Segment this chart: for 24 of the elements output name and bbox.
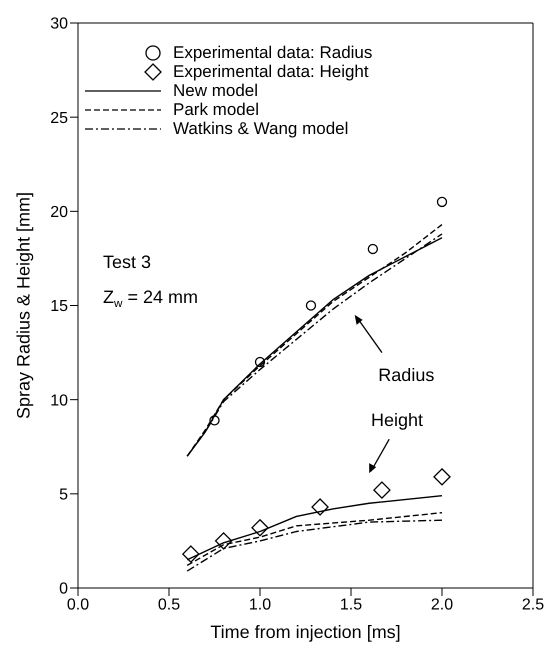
y-tick-label: 20 [50,204,68,222]
legend-label: Watkins & Wang model [173,119,348,138]
annotation: Z$_{w}$ = 24 mm [103,287,198,310]
annotation: Test 3 [103,252,152,272]
x-tick-label: 1.0 [248,596,272,614]
y-tick-label: 25 [50,110,68,127]
legend-label: Experimental data: Height [173,62,369,81]
y-tick-label: 5 [59,486,68,504]
y-tick-label: 10 [50,392,68,410]
y-tick-label: 30 [50,16,68,33]
y-axis-title: Spray Radius & Height [mm] [13,192,34,420]
x-axis-title: Time from injection [ms] [210,622,401,642]
legend-label: Park model [173,100,259,119]
legend-label: New model [173,81,258,100]
x-tick-label: 0.0 [66,596,90,614]
x-tick-label: 2.5 [522,596,544,614]
legend-label: Experimental data: Radius [173,43,372,62]
y-tick-label: 15 [50,298,68,316]
annotation: Radius [378,364,434,385]
x-tick-label: 0.5 [158,596,180,614]
x-tick-label: 2.0 [430,596,454,614]
y-tick-label: 0 [59,580,68,598]
annotation: Height [371,410,424,430]
x-tick-label: 1.5 [340,596,362,614]
